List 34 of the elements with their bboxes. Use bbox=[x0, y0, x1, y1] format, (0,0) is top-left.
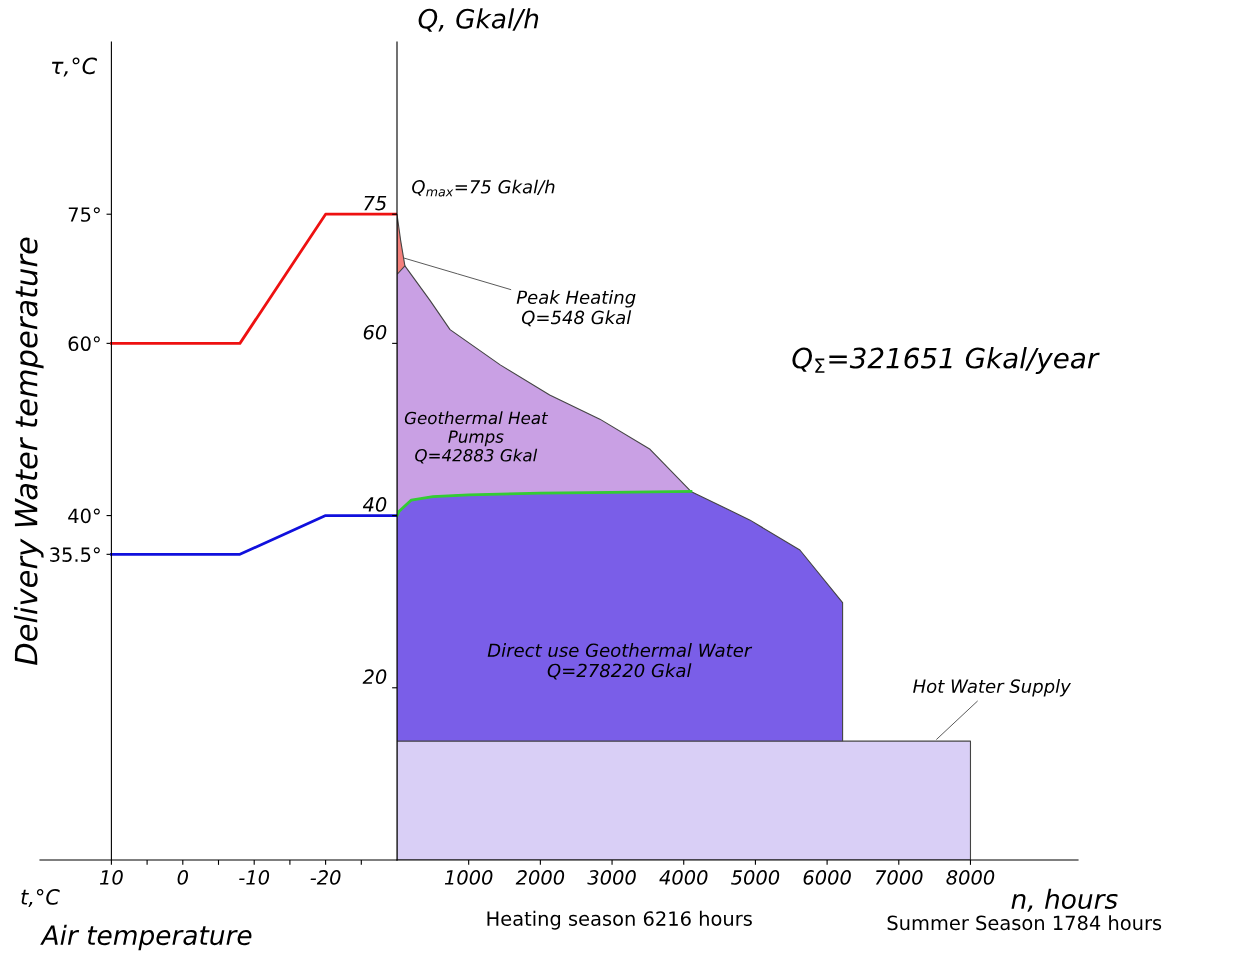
annotation: Hot Water Supply bbox=[913, 679, 1072, 697]
y-tick-label: 35.5° bbox=[50, 547, 100, 562]
y-tick-label: 60 bbox=[363, 324, 387, 340]
y-tick-label: 20 bbox=[362, 669, 387, 685]
y-axis-title: Delivery Water temperature bbox=[14, 237, 44, 665]
text: Air temperature bbox=[40, 924, 252, 951]
y-tick-label: 75° bbox=[68, 207, 100, 222]
x-tick-label: 8000 bbox=[946, 870, 995, 885]
y-tick-label: 60° bbox=[68, 336, 100, 352]
x-axis-title: n, hours bbox=[1011, 888, 1118, 912]
annotation: Peak Heating Q=548 Gkal bbox=[516, 290, 636, 327]
annotation: Q$_{Σ}$=321651 Gkal/year bbox=[792, 347, 1100, 374]
annotation: Q$_{max}$=75 Gkal/h bbox=[412, 179, 555, 197]
y-tick-label: 75 bbox=[364, 195, 387, 211]
x-tick-label: -20 bbox=[310, 870, 341, 885]
annotation: Geothermal Heat Pumps Q=42883 Gkal bbox=[404, 411, 549, 464]
y-tick-label: 40 bbox=[362, 497, 387, 512]
x-axis-title: t,°C bbox=[21, 889, 60, 907]
x-tick-label: 7000 bbox=[875, 870, 923, 885]
x-tick-label: 0 bbox=[177, 870, 189, 885]
annotation: Direct use Geothermal Water Q=278220 Gkal bbox=[487, 643, 753, 680]
x-tick-label: 10 bbox=[99, 870, 123, 885]
x-tick-label: -10 bbox=[239, 870, 270, 885]
x-tick-label: 6000 bbox=[803, 870, 851, 885]
x-tick-label: 4000 bbox=[659, 870, 708, 885]
text: Heating season 6216 hours bbox=[487, 910, 752, 930]
y-tick-label: 40° bbox=[68, 508, 100, 524]
x-tick-label: 2000 bbox=[515, 870, 565, 885]
x-tick-label: 5000 bbox=[731, 870, 780, 885]
x-tick-label: 1000 bbox=[444, 870, 493, 885]
text: Summer Season 1784 hours bbox=[887, 915, 1162, 931]
y-axis-title: Q, Gkal/h bbox=[418, 8, 539, 32]
annotation: τ,°C bbox=[51, 57, 98, 77]
x-tick-label: 3000 bbox=[587, 870, 636, 885]
